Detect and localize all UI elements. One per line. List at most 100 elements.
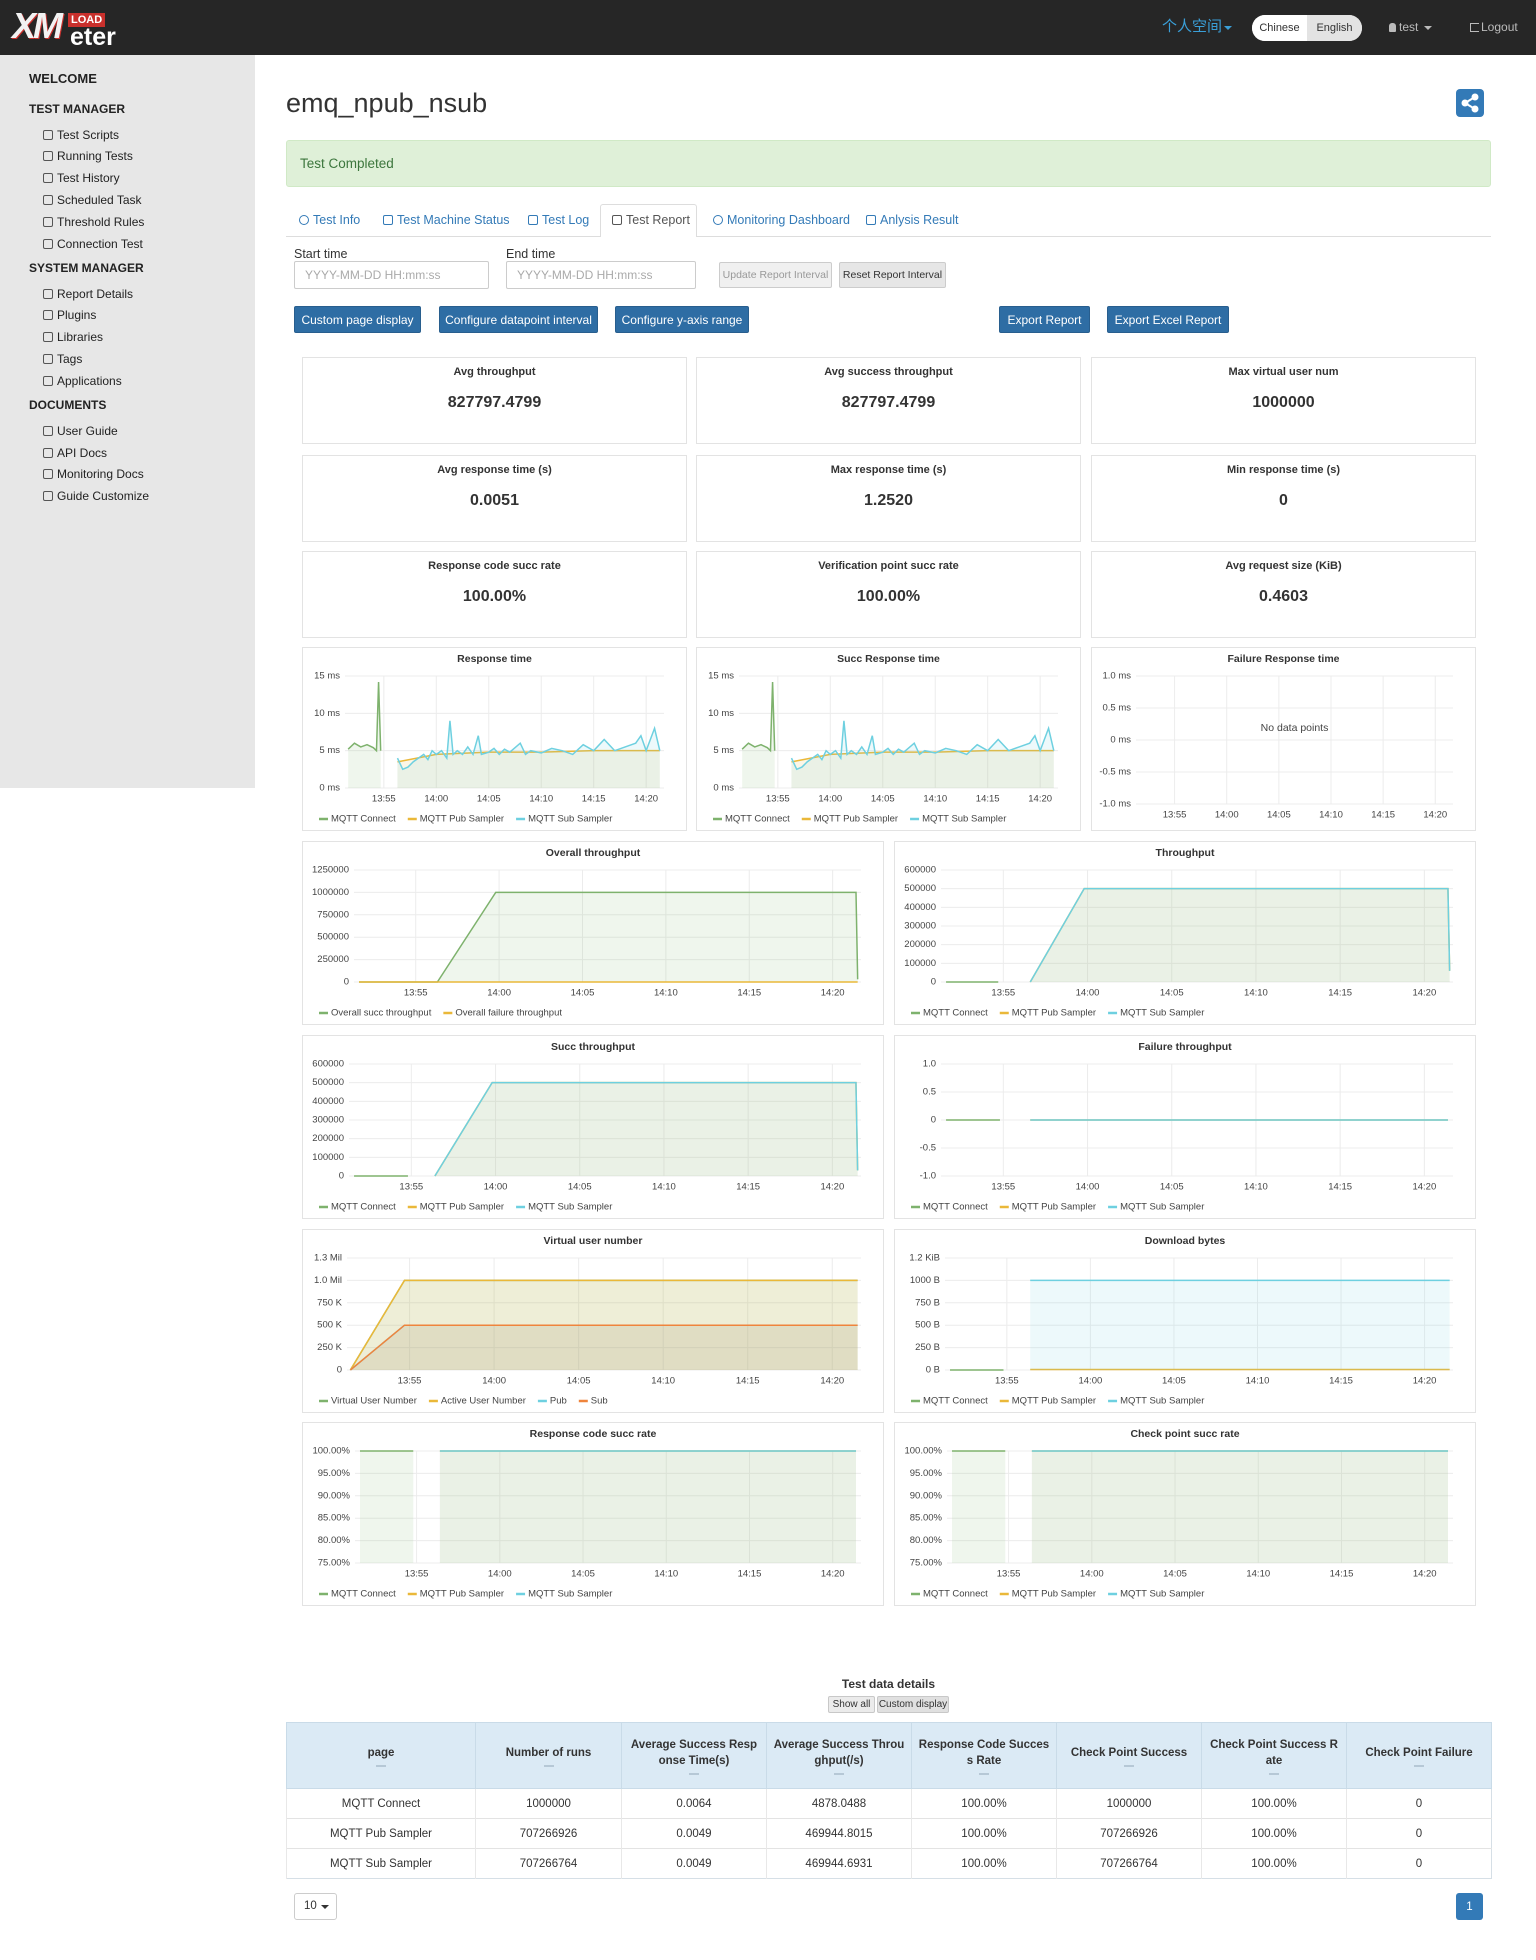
legend-entry: Active User Number — [441, 1396, 526, 1407]
column-header[interactable]: Average Success Throughput(/s) — [766, 1722, 912, 1789]
sidebar-link[interactable]: Tags — [57, 351, 83, 366]
action-button[interactable]: Custom page display — [294, 306, 421, 333]
x-tick-label: 14:10 — [529, 794, 553, 805]
y-tick-label: 750 B — [915, 1297, 940, 1308]
table-cell: 707266764 — [475, 1848, 622, 1879]
column-header[interactable]: Average Success Response Time(s) — [621, 1722, 767, 1789]
y-tick-label: 15 ms — [314, 671, 340, 682]
sidebar-heading: TEST MANAGER — [29, 102, 125, 116]
series-line — [790, 720, 1055, 771]
tab[interactable]: Anlysis Result — [880, 213, 959, 227]
y-tick-label: 75.00% — [910, 1558, 943, 1569]
page-size: 10 — [304, 1900, 317, 1912]
legend-entry: MQTT Pub Sampler — [1012, 1589, 1096, 1600]
chart-title: Failure throughput — [1138, 1041, 1232, 1053]
column-header[interactable]: page — [286, 1722, 476, 1789]
legend-entry: MQTT Pub Sampler — [1012, 1202, 1096, 1213]
y-tick-label: 500000 — [317, 932, 349, 943]
language-option[interactable]: Chinese — [1252, 15, 1307, 41]
tab-icon — [612, 215, 622, 225]
details-button[interactable]: Show all — [828, 1696, 875, 1713]
interval-button[interactable]: Reset Report Interval — [839, 262, 946, 288]
space-menu[interactable]: 个人空间 — [1162, 18, 1223, 35]
sidebar-link[interactable]: Scheduled Task — [57, 192, 142, 207]
action-button[interactable]: Configure y-axis range — [615, 306, 749, 333]
tab[interactable]: Test Report — [626, 213, 690, 227]
series-area — [348, 681, 381, 788]
sidebar-link[interactable]: Applications — [57, 373, 122, 388]
date-input[interactable]: YYYY-MM-DD HH:mm:ss — [506, 261, 696, 289]
tab[interactable]: Test Info — [313, 213, 361, 227]
chart: Check point succ rate 75.00% 80.00% 85.00% 9… — [904, 1428, 1453, 1600]
page-button[interactable]: 1 — [1456, 1893, 1483, 1920]
sidebar-link[interactable]: Running Tests — [57, 149, 133, 164]
stat-value: 0.4603 — [1259, 588, 1308, 605]
column-header[interactable]: Response Code Success Rate — [911, 1722, 1057, 1789]
y-tick-label: 500000 — [904, 883, 936, 894]
user-menu[interactable]: test — [1399, 20, 1419, 34]
date-input[interactable]: YYYY-MM-DD HH:mm:ss — [294, 261, 489, 289]
legend-entry: MQTT Pub Sampler — [814, 814, 898, 825]
sidebar-link[interactable]: API Docs — [57, 445, 108, 460]
y-tick-label: 0 ms — [1110, 735, 1131, 746]
x-tick-label: 14:20 — [820, 1376, 844, 1387]
sidebar-link[interactable]: Libraries — [57, 330, 104, 345]
y-tick-label: 250 K — [317, 1342, 342, 1353]
table-cell: 100.00% — [911, 1848, 1057, 1879]
sidebar-link[interactable]: Monitoring Docs — [57, 467, 144, 482]
x-tick-label: 14:00 — [488, 1569, 512, 1580]
column-header[interactable]: Number of runs — [475, 1722, 622, 1789]
sidebar-link[interactable]: Report Details — [57, 286, 134, 301]
details-button[interactable]: Custom display — [877, 1696, 949, 1713]
x-tick-label: 14:00 — [482, 1376, 506, 1387]
y-tick-label: 0 — [931, 1115, 936, 1126]
column-header[interactable]: Check Point Success Rate — [1201, 1722, 1347, 1789]
tab[interactable]: Test Machine Status — [397, 213, 510, 227]
y-tick-label: 1.2 KiB — [909, 1253, 940, 1264]
x-tick-label: 13:55 — [991, 1182, 1015, 1193]
x-tick-label: 14:15 — [1330, 1569, 1354, 1580]
series-area — [439, 1451, 857, 1563]
stat-value: 0.0051 — [470, 492, 519, 509]
x-tick-label: 14:20 — [1413, 1376, 1437, 1387]
language-option[interactable]: English — [1307, 15, 1362, 41]
tab[interactable]: Monitoring Dashboard — [727, 213, 850, 227]
stat-panel: Avg response time (s) 0.0051 — [302, 455, 687, 542]
sidebar-heading[interactable]: WELCOME — [29, 71, 97, 86]
column-header[interactable]: Check Point Failure — [1346, 1722, 1492, 1789]
sidebar-icon — [43, 288, 53, 299]
share-button[interactable] — [1456, 89, 1484, 117]
sidebar-link[interactable]: Test History — [57, 171, 120, 186]
x-tick-label: 14:10 — [652, 1182, 676, 1193]
x-tick-label: 14:05 — [1160, 1182, 1184, 1193]
action-button[interactable]: Export Report — [999, 306, 1090, 333]
y-tick-label: 15 ms — [708, 671, 734, 682]
x-tick-label: 14:05 — [1160, 988, 1184, 999]
tab[interactable]: Test Log — [542, 213, 590, 227]
sidebar-link[interactable]: User Guide — [57, 423, 118, 438]
x-tick-label: 14:20 — [1413, 1569, 1437, 1580]
logout-link[interactable]: Logout — [1481, 20, 1518, 34]
series-area — [350, 1325, 858, 1370]
y-tick-label: 85.00% — [910, 1513, 943, 1524]
page-size-select[interactable]: 10 — [294, 1893, 337, 1920]
sidebar-link[interactable]: Threshold Rules — [57, 214, 145, 229]
series-area — [791, 750, 1054, 788]
legend-entry: MQTT Sub Sampler — [528, 1589, 612, 1600]
legend-entry: MQTT Pub Sampler — [420, 1202, 504, 1213]
interval-button[interactable]: Update Report Interval — [719, 262, 832, 288]
sidebar-link[interactable]: Guide Customize — [57, 489, 150, 504]
column-header[interactable]: Check Point Success — [1056, 1722, 1202, 1789]
sidebar-link[interactable]: Plugins — [57, 308, 97, 323]
action-button[interactable]: Export Excel Report — [1107, 306, 1229, 333]
x-tick-label: 14:00 — [487, 988, 511, 999]
series-line — [741, 681, 776, 753]
sidebar-link[interactable]: Test Scripts — [57, 127, 120, 142]
field-label: Start time — [294, 247, 348, 261]
header-text: Check Point Success Rate — [1210, 1738, 1338, 1767]
sidebar-link[interactable]: Connection Test — [57, 236, 143, 251]
action-button[interactable]: Configure datapoint interval — [439, 306, 598, 333]
y-tick-label: 1000000 — [312, 887, 349, 898]
legend-entry: Pub — [550, 1396, 567, 1407]
